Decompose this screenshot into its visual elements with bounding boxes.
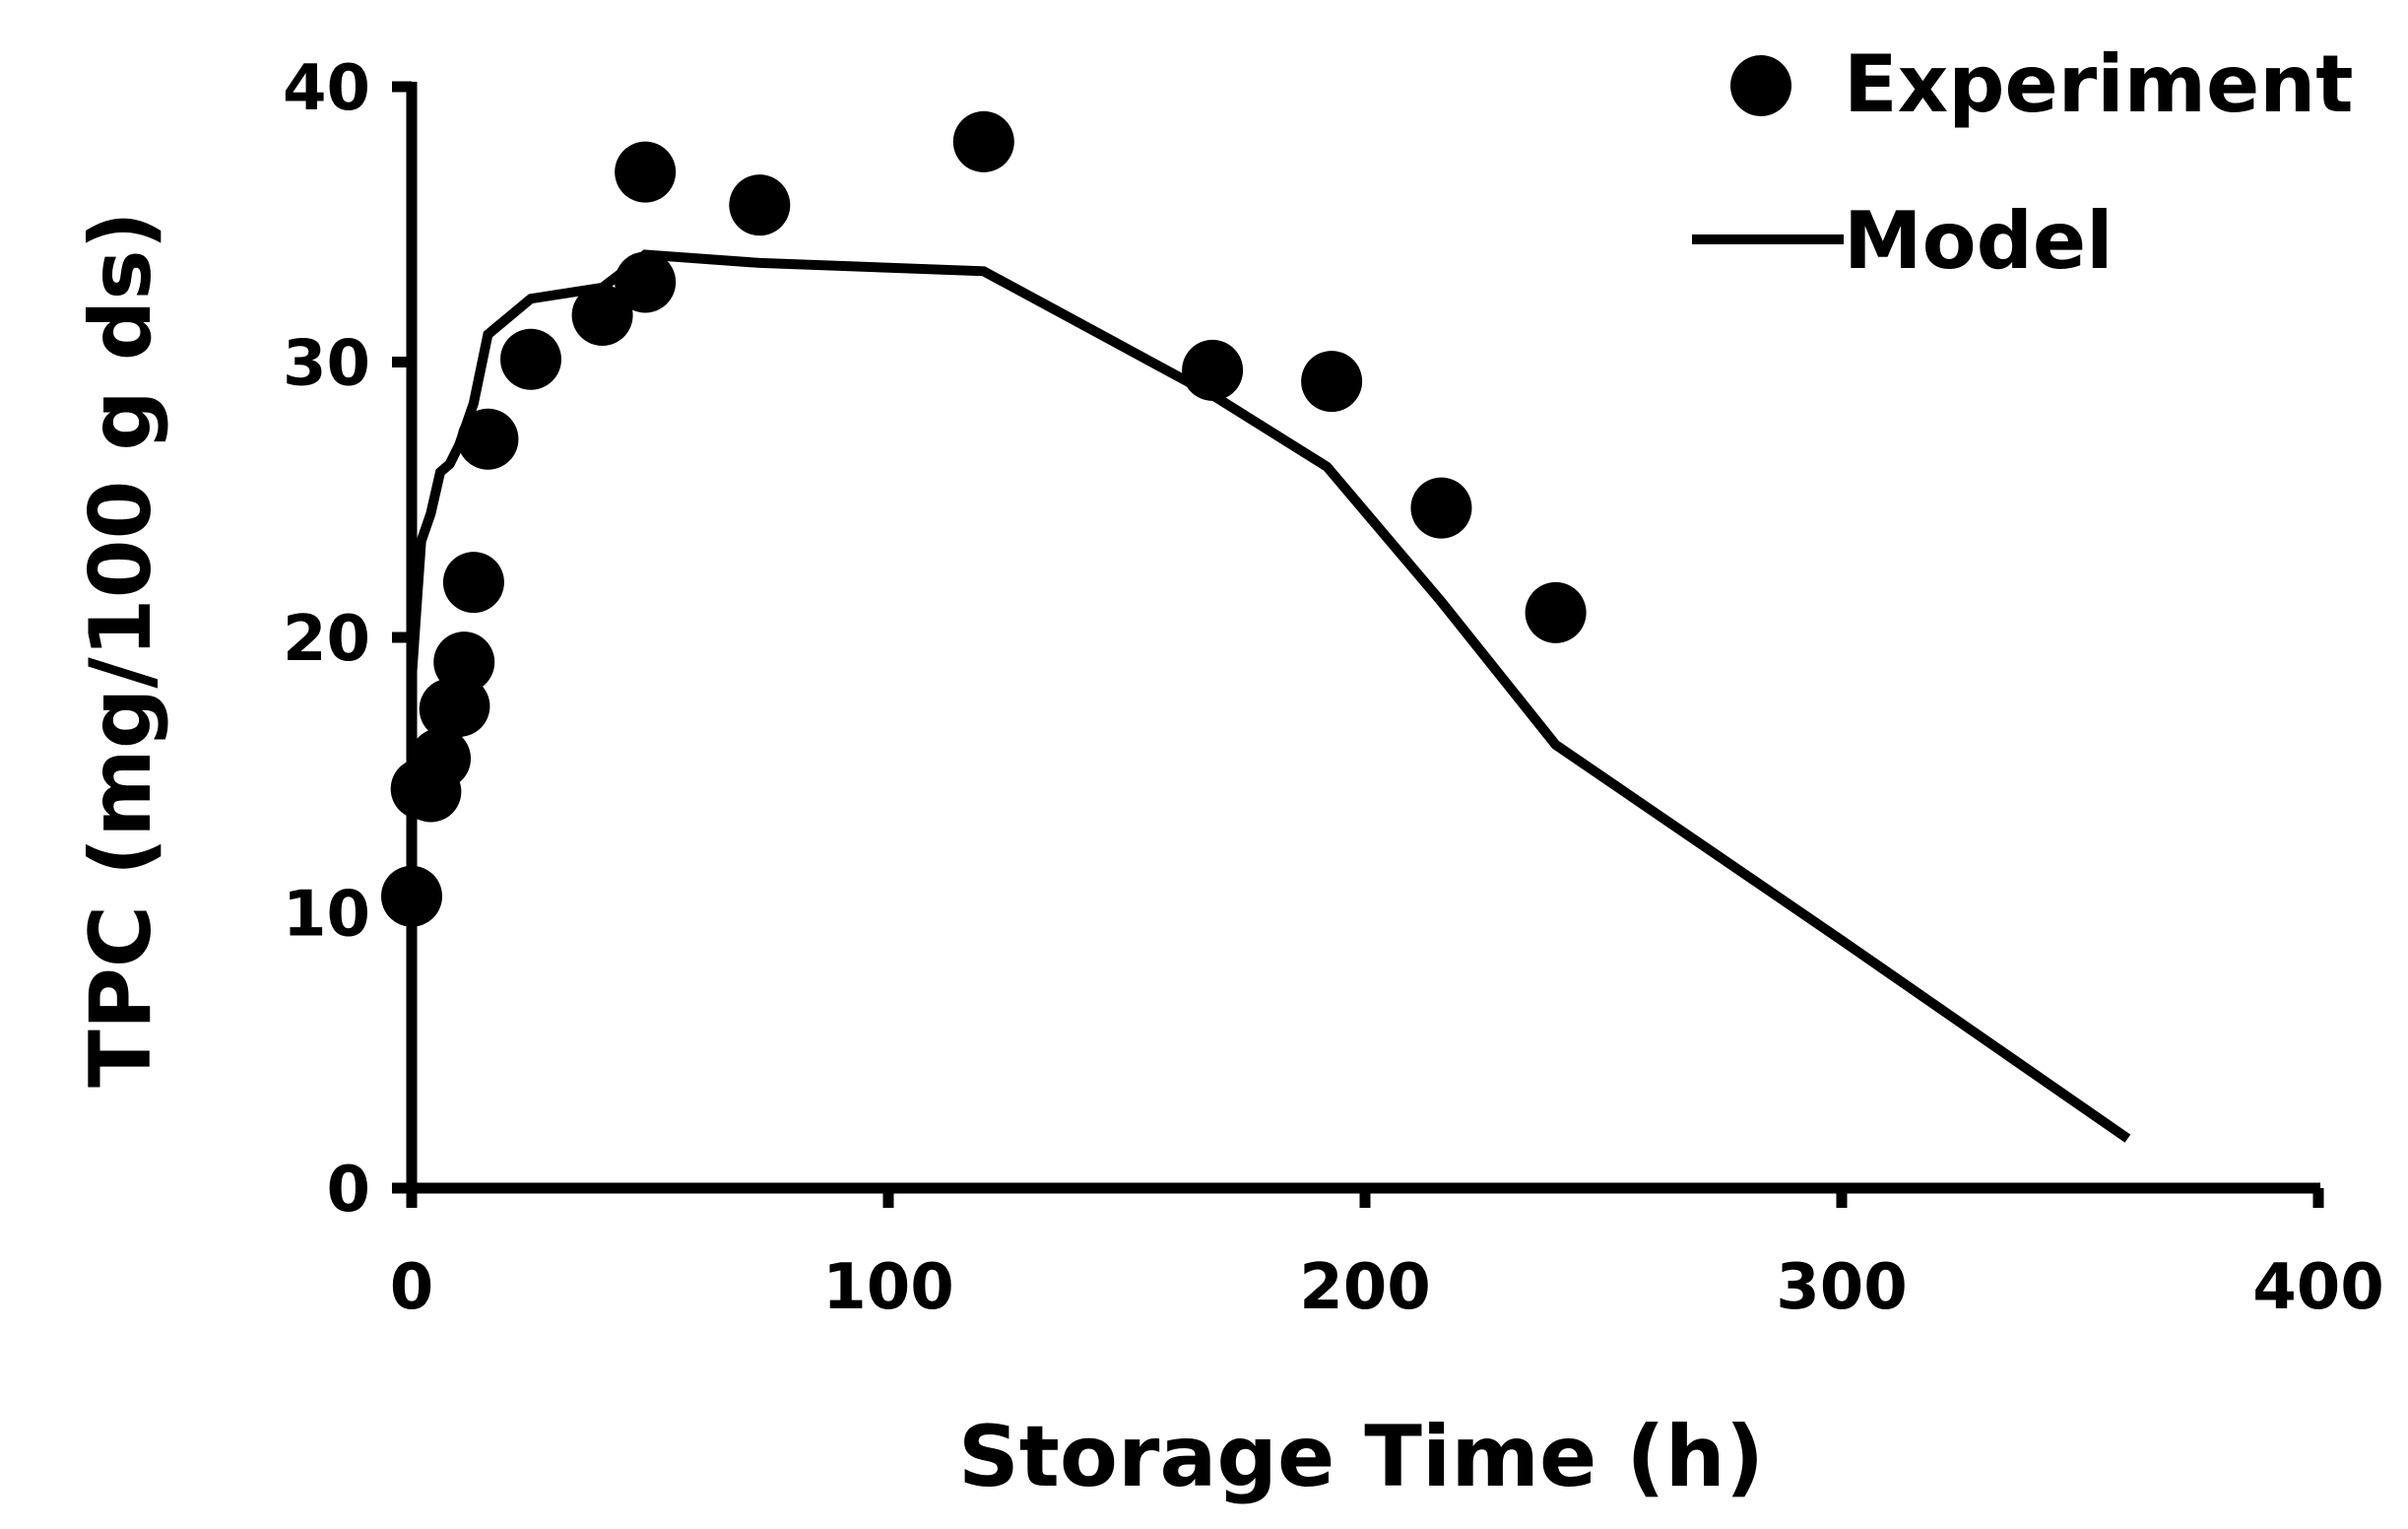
experiment-point	[1182, 339, 1244, 401]
x-tick-label: 300	[1776, 1251, 1908, 1324]
experiment-point	[500, 328, 561, 390]
y-tick-label: 10	[283, 879, 370, 952]
x-tick-label: 200	[1299, 1251, 1431, 1324]
y-axis-title: TPC (mg/100 g ds)	[72, 211, 170, 1088]
y-tick-label: 30	[283, 328, 370, 401]
legend-experiment-marker	[1730, 55, 1791, 116]
x-tick-label: 0	[390, 1251, 434, 1324]
ticks: 0 100 200 300 400 0 10 20 30 40	[283, 52, 2384, 1324]
experiment-point	[952, 110, 1014, 172]
experiment-point	[615, 141, 677, 203]
y-tick-label: 40	[283, 52, 370, 125]
series	[381, 110, 2131, 1143]
experiment-point	[1301, 351, 1363, 413]
x-tick-label: 100	[822, 1251, 954, 1324]
experiment-point	[442, 552, 504, 614]
experiment-point	[381, 865, 442, 927]
legend-experiment-label: Experiment	[1844, 38, 2353, 130]
experiment-point	[433, 632, 495, 694]
y-tick-label: 0	[326, 1154, 370, 1227]
experiment-point	[1410, 477, 1472, 539]
model-line	[407, 249, 2131, 1143]
experiment-point	[457, 408, 519, 470]
x-axis-title: Storage Time (h)	[958, 1408, 1764, 1506]
legend: Experiment Model	[1692, 38, 2353, 287]
experiment-point	[428, 675, 490, 737]
experiment-point	[729, 174, 791, 236]
experiment-point	[615, 251, 677, 313]
legend-model-label: Model	[1844, 195, 2114, 287]
experiment-point	[1525, 581, 1587, 643]
experiment-point	[410, 727, 472, 789]
experiment-point	[571, 284, 633, 346]
y-tick-label: 20	[283, 603, 370, 676]
x-tick-label: 400	[2252, 1251, 2384, 1324]
